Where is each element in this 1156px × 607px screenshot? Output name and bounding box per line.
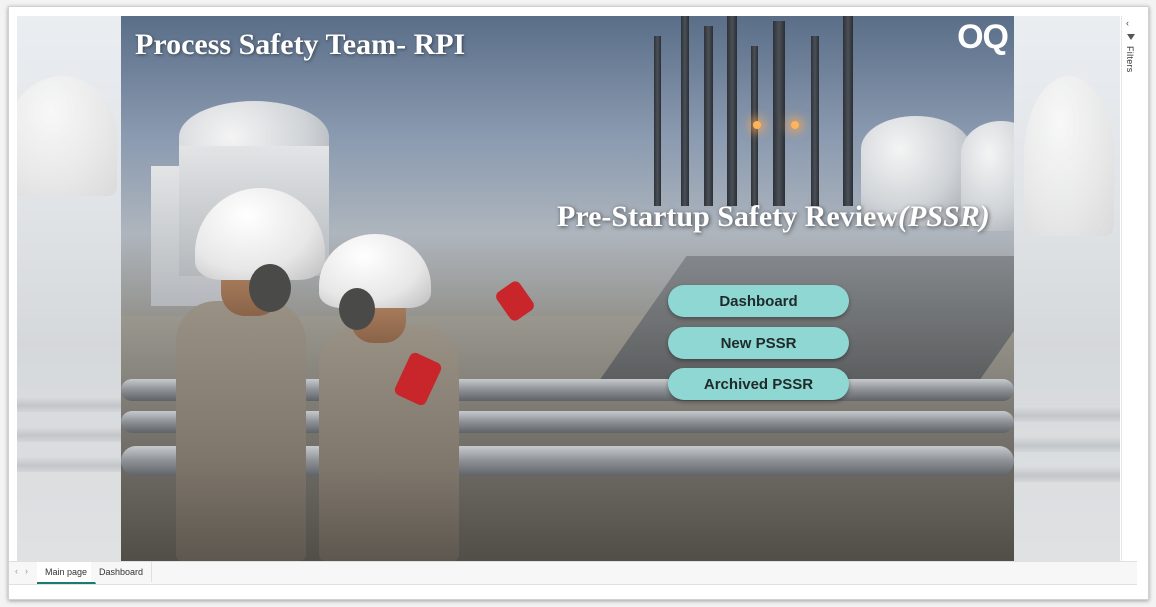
page-title: Process Safety Team- RPI [135, 28, 466, 61]
filters-label: Filters [1125, 46, 1135, 73]
canvas-area: Process Safety Team- RPI OQ Pre-Startup … [17, 16, 1120, 561]
pssr-heading-main: Pre-Startup Safety Review [557, 200, 899, 233]
background-photo [121, 16, 1014, 561]
tab-dashboard[interactable]: Dashboard [91, 562, 153, 582]
chevron-left-icon[interactable]: ‹ [1126, 18, 1129, 28]
tab-main-page[interactable]: Main page [37, 562, 97, 584]
oq-logo: OQ [957, 18, 1009, 56]
archived-pssr-button[interactable]: Archived PSSR [668, 368, 849, 400]
pssr-heading: Pre-Startup Safety Review(PSSR) [557, 200, 990, 234]
pssr-heading-abbr: (PSSR) [898, 200, 990, 233]
background-left [17, 16, 121, 561]
new-pssr-button[interactable]: New PSSR [668, 327, 849, 359]
report-page: Process Safety Team- RPI OQ Pre-Startup … [121, 16, 1014, 561]
tab-next-icon[interactable]: › [25, 566, 28, 576]
background-right [1014, 16, 1120, 561]
tab-prev-icon[interactable]: ‹ [15, 566, 18, 576]
dashboard-button[interactable]: Dashboard [668, 285, 849, 317]
filters-pane[interactable]: ‹ Filters [1121, 16, 1139, 561]
page-tab-bar: ‹ › Main page Dashboard [9, 561, 1137, 585]
funnel-icon [1127, 34, 1135, 40]
